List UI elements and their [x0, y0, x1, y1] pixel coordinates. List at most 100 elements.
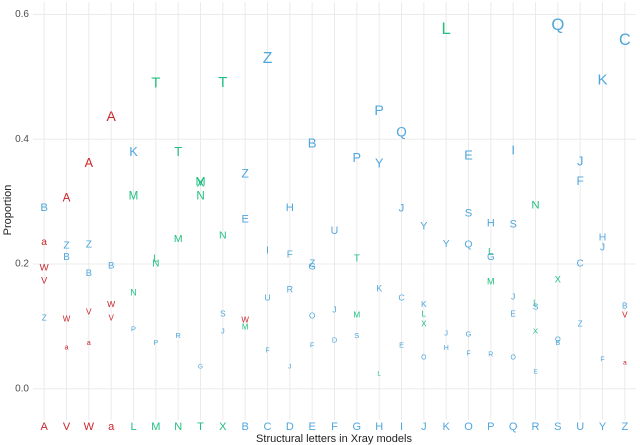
letter-point: S	[510, 219, 517, 231]
letter-point: J	[577, 155, 583, 169]
letter-point: F	[287, 249, 293, 260]
letter-point: J	[332, 304, 336, 314]
letter-point: C	[619, 31, 631, 49]
letter-point: B	[86, 267, 92, 278]
letter-point: W	[40, 262, 50, 273]
letter-point: U	[264, 293, 270, 303]
x-tick-label: J	[421, 421, 427, 433]
letter-point: O	[421, 354, 427, 361]
x-tick-label: B	[241, 421, 248, 433]
letter-point: P	[374, 103, 383, 119]
x-tick-label: K	[442, 421, 450, 433]
letter-point: M	[353, 310, 360, 319]
x-tick-label: A	[40, 421, 48, 433]
letter-point: B	[63, 252, 70, 263]
x-tick-label: N	[174, 421, 182, 433]
letter-point: L	[488, 247, 494, 258]
letter-point: B	[622, 301, 628, 311]
letter-point: M	[487, 277, 495, 287]
x-tick-label: P	[487, 421, 494, 433]
letter-point: N	[152, 259, 159, 270]
letter-point: Y	[375, 157, 384, 171]
letter-point: G	[487, 252, 495, 263]
x-tick-label: V	[63, 421, 71, 433]
letter-point: J	[399, 202, 405, 214]
x-tick-label: G	[353, 421, 362, 433]
letter-point: Z	[63, 241, 69, 252]
letter-point: X	[533, 326, 538, 335]
letter-point: G	[466, 330, 472, 339]
letter-point: V	[622, 310, 628, 319]
letter-point: H	[487, 217, 495, 229]
letter-point: T	[218, 74, 227, 91]
y-tick-label: 0.6	[15, 9, 29, 20]
letter-point: H	[286, 202, 294, 214]
y-axis-title: Proportion	[2, 185, 14, 236]
letter-point: a	[41, 237, 47, 248]
x-tick-label: W	[84, 421, 95, 433]
letter-point: K	[421, 299, 427, 309]
letter-point: I	[511, 143, 515, 158]
letter-point: S	[220, 310, 226, 319]
letter-point: A	[63, 192, 71, 205]
letter-point: W	[241, 315, 249, 324]
letter-point: T	[151, 75, 160, 92]
letter-point: J	[221, 326, 225, 335]
y-tick-label: 0.2	[15, 259, 29, 270]
letter-point: J	[511, 291, 515, 301]
letter-point: R	[488, 351, 493, 358]
x-tick-label: O	[464, 421, 473, 433]
letter-point: D	[332, 336, 337, 345]
x-tick-label: X	[219, 421, 227, 433]
letter-point: a	[87, 338, 92, 347]
letter-point: K	[597, 72, 607, 89]
x-tick-label: I	[400, 421, 403, 433]
letter-point: S	[465, 207, 472, 219]
letter-point: a	[623, 359, 627, 366]
letter-point: L	[422, 310, 427, 319]
letter-point: Y	[420, 220, 427, 232]
letter-point: Q	[396, 125, 407, 140]
letter-point: B	[555, 338, 560, 347]
letter-point: F	[466, 351, 470, 358]
letter-point: Z	[86, 239, 92, 250]
letter-point: E	[510, 310, 516, 319]
x-tick-label: Y	[599, 421, 607, 433]
letter-point: M	[129, 190, 139, 203]
letter-point: B	[40, 202, 48, 214]
x-tick-label: U	[576, 421, 584, 433]
letter-point: F	[310, 341, 315, 350]
letter-point: U	[331, 225, 339, 237]
x-axis-title: Structural letters in Xray models	[256, 433, 412, 445]
letter-point: W	[107, 299, 115, 309]
letter-point: F	[576, 174, 583, 188]
letter-point: J	[600, 242, 605, 253]
letter-point: C	[577, 259, 584, 270]
letter-point: S	[533, 301, 539, 311]
letter-point: Z	[309, 259, 315, 270]
x-tick-label: M	[151, 421, 160, 433]
letter-point: Y	[443, 239, 450, 250]
letter-point: R	[175, 331, 181, 340]
letter-point: J	[288, 364, 291, 371]
letter-point: K	[376, 283, 382, 293]
y-tick-label: 0.4	[15, 134, 29, 145]
letter-point: F	[600, 356, 604, 363]
letter-point: M	[174, 234, 183, 245]
letter-point: Z	[241, 166, 249, 180]
x-tick-label: S	[554, 421, 561, 433]
x-tick-label: E	[308, 421, 315, 433]
letter-point: E	[464, 147, 473, 162]
letter-point: P	[353, 150, 362, 165]
letter-point: B	[308, 136, 317, 151]
x-tick-label: R	[532, 421, 540, 433]
letter-point: O	[309, 312, 315, 321]
letter-point: H	[444, 343, 449, 352]
letter-point: S	[354, 331, 359, 340]
letter-point: J	[444, 328, 448, 337]
letter-point: A	[106, 108, 116, 124]
letter-point: N	[531, 199, 539, 211]
letter-point: G	[198, 364, 203, 371]
letter-point: E	[241, 214, 248, 226]
